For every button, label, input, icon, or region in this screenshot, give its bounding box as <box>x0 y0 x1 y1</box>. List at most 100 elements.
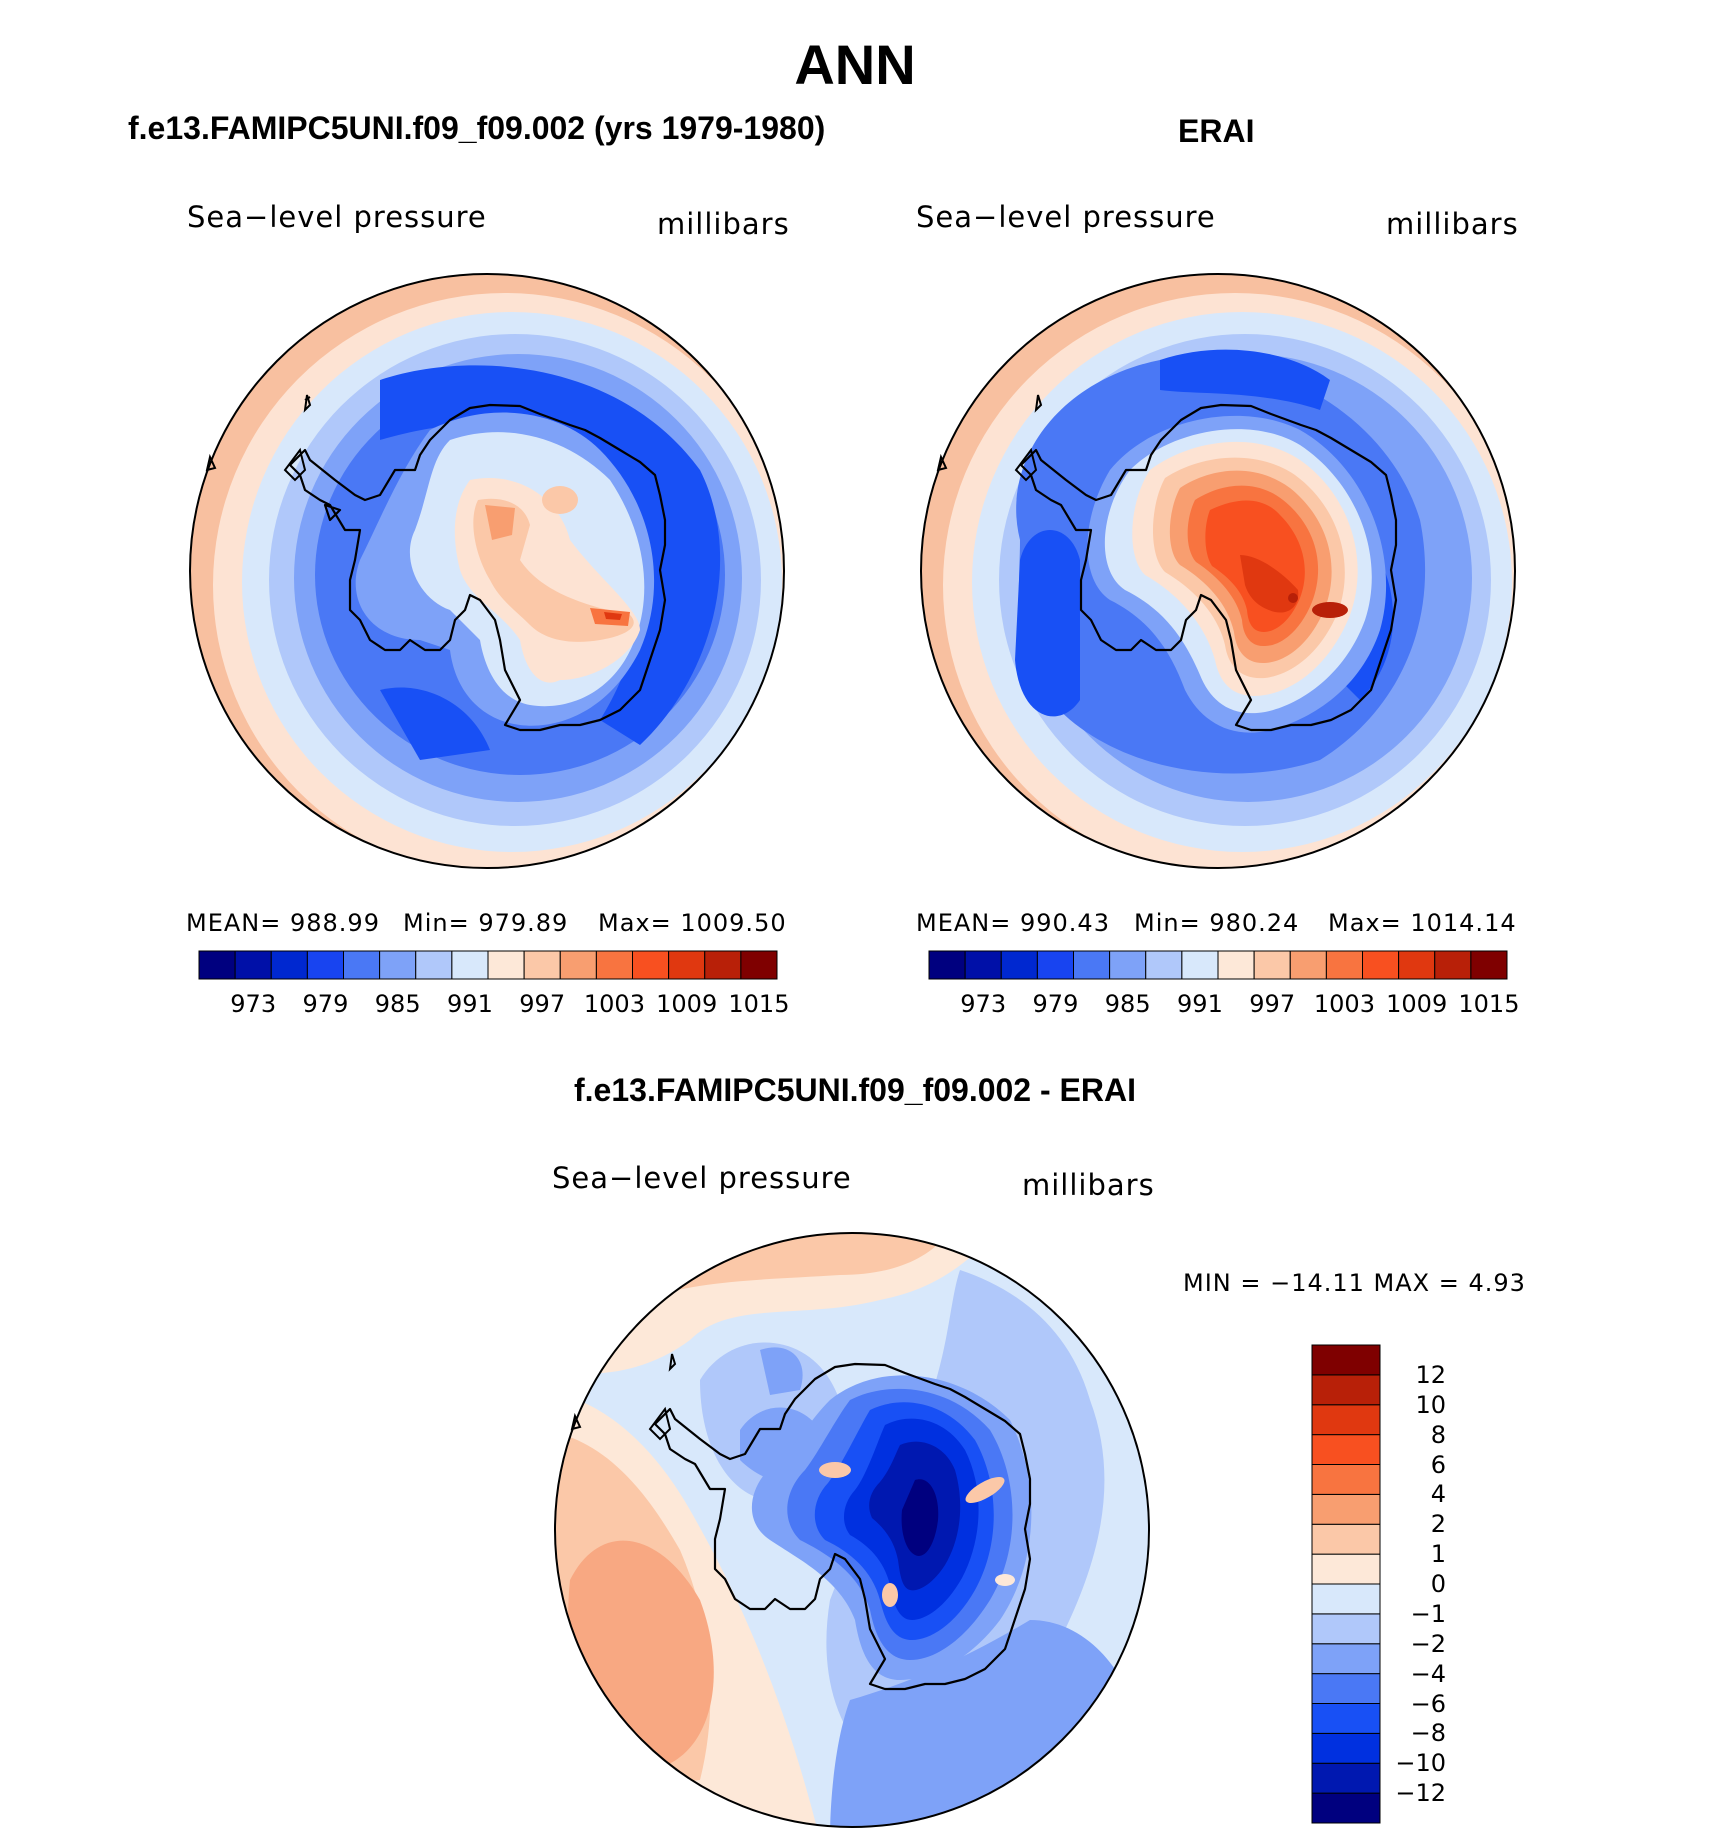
figure-title: ANN <box>794 33 916 96</box>
diff-colorbar-tick-label: −6 <box>1410 1689 1446 1718</box>
model-colorbar-tick-label: 991 <box>447 990 493 1018</box>
diff-colorbar-swatch <box>1311 1464 1381 1495</box>
diff-colorbar-tick-label: 10 <box>1415 1390 1446 1419</box>
diff-colorbar-swatch <box>1311 1792 1381 1824</box>
model-colorbar-swatch <box>595 950 633 980</box>
diff-colorbar-swatch <box>1311 1374 1381 1406</box>
obs-colorbar-swatch <box>1109 950 1147 980</box>
model-colorbar-tick-label: 997 <box>519 990 566 1018</box>
model-colorbar-tick-label: 985 <box>374 990 421 1018</box>
diff-colorbar-tick-label: 12 <box>1415 1360 1446 1389</box>
diff-colorbar-tick-label: −1 <box>1410 1599 1446 1628</box>
diff-colorbar-swatch <box>1311 1643 1381 1675</box>
model-slp-contours <box>190 274 784 868</box>
diff-colorbar-swatch <box>1311 1553 1381 1585</box>
diff-variable-label: Sea−level pressure <box>552 1161 852 1195</box>
diff-colorbar-swatch <box>1311 1344 1381 1376</box>
model-panel-title: f.e13.FAMIPC5UNI.f09_f09.002 (yrs 1979-1… <box>128 110 826 146</box>
model-colorbar-tick-label: 979 <box>302 990 349 1018</box>
obs-colorbar-tick-label: 991 <box>1177 990 1223 1018</box>
diff-colorbar-tick-label: 6 <box>1430 1450 1446 1479</box>
obs-colorbar-tick-label: 1015 <box>1458 990 1520 1018</box>
obs-colorbar-swatch <box>1253 950 1291 980</box>
obs-colorbar-tick-label: 1003 <box>1313 990 1375 1018</box>
model-colorbar-tick-label: 1009 <box>656 990 718 1018</box>
diff-colorbar-swatch <box>1311 1673 1381 1704</box>
obs-colorbar-ticks: 973 979 985 991 997 1003 1009 1015 <box>929 990 1519 1020</box>
obs-colorbar-swatch <box>964 950 1002 980</box>
model-min-stat: Min= 979.89 <box>403 909 569 937</box>
model-colorbar <box>198 950 778 980</box>
model-colorbar-swatch <box>234 950 272 980</box>
model-max-stat: Max= 1009.50 <box>598 909 787 937</box>
obs-colorbar-swatch <box>1217 950 1255 980</box>
model-mean-stat: MEAN= 988.99 <box>186 909 380 937</box>
obs-mean-stat: MEAN= 990.43 <box>916 909 1110 937</box>
diff-panel-title: f.e13.FAMIPC5UNI.f09_f09.002 - ERAI <box>574 1072 1136 1108</box>
obs-colorbar-tick-label: 979 <box>1032 990 1079 1018</box>
diff-colorbar-ticks: −12 −10 −8 −6 −4 −2 −1 0 1 2 4 6 8 10 12 <box>1390 1345 1490 1823</box>
obs-colorbar-swatch <box>1470 950 1508 980</box>
model-colorbar-swatch <box>415 950 453 980</box>
model-colorbar-swatch <box>379 950 417 980</box>
model-colorbar-swatch <box>270 950 308 980</box>
diff-colorbar-swatch <box>1311 1434 1381 1465</box>
obs-max-stat: Max= 1014.14 <box>1328 909 1517 937</box>
obs-colorbar-swatch <box>1325 950 1363 980</box>
diff-antarctica-coastline <box>653 1362 1032 1691</box>
diff-colorbar-tick-label: 1 <box>1430 1540 1446 1569</box>
model-colorbar-tick-label: 973 <box>230 990 277 1018</box>
diff-map-boundary <box>554 1232 1150 1828</box>
model-colorbar-swatch <box>451 950 489 980</box>
model-variable-label: Sea−level pressure <box>187 200 487 234</box>
diff-colorbar-swatch <box>1311 1703 1381 1734</box>
model-colorbar-swatch <box>740 950 778 980</box>
diff-colorbar-tick-label: −10 <box>1395 1749 1446 1778</box>
obs-colorbar-swatch <box>1362 950 1400 980</box>
model-colorbar-swatch <box>198 950 236 980</box>
diff-colorbar-tick-label: 4 <box>1430 1480 1446 1509</box>
diff-minmax-stat: MIN = −14.11 MAX = 4.93 <box>1183 1269 1526 1297</box>
obs-colorbar-swatch <box>1434 950 1472 980</box>
diff-colorbar <box>1311 1344 1381 1824</box>
diff-colorbar-tick-label: 2 <box>1430 1510 1446 1539</box>
diff-colorbar-swatch <box>1311 1762 1381 1794</box>
obs-variable-label: Sea−level pressure <box>916 200 1216 234</box>
obs-colorbar-swatch <box>1145 950 1183 980</box>
diff-colorbar-tick-label: −2 <box>1410 1629 1446 1658</box>
diff-units-label: millibars <box>1022 1168 1155 1202</box>
model-map-boundary <box>189 273 785 869</box>
diff-slp-contours <box>555 1233 1149 1827</box>
diff-colorbar-swatch <box>1311 1493 1381 1525</box>
diff-colorbar-tick-label: −4 <box>1410 1659 1446 1688</box>
diff-colorbar-swatch <box>1311 1613 1381 1645</box>
model-colorbar-ticks: 973 979 985 991 997 1003 1009 1015 <box>199 990 789 1020</box>
obs-colorbar-swatch <box>1036 950 1074 980</box>
model-colorbar-swatch <box>523 950 561 980</box>
obs-min-stat: Min= 980.24 <box>1134 909 1300 937</box>
obs-map-boundary <box>920 273 1516 869</box>
obs-antarctica-coastline <box>1019 403 1398 732</box>
model-colorbar-tick-label: 1003 <box>583 990 645 1018</box>
obs-colorbar-swatch <box>1289 950 1327 980</box>
diff-colorbar-swatch <box>1311 1732 1381 1764</box>
obs-colorbar <box>928 950 1508 980</box>
diff-colorbar-swatch <box>1311 1523 1381 1555</box>
diff-colorbar-tick-label: 0 <box>1430 1570 1446 1598</box>
diff-colorbar-tick-label: −12 <box>1395 1779 1446 1808</box>
obs-colorbar-tick-label: 985 <box>1104 990 1151 1018</box>
diff-colorbar-tick-label: −8 <box>1410 1719 1446 1748</box>
model-colorbar-tick-label: 1015 <box>728 990 790 1018</box>
model-antarctica-coastline <box>288 403 667 732</box>
diff-colorbar-tick-label: 8 <box>1430 1420 1446 1449</box>
model-units-label: millibars <box>657 207 790 241</box>
obs-colorbar-tick-label: 997 <box>1249 990 1296 1018</box>
diff-colorbar-swatch <box>1311 1583 1381 1615</box>
obs-units-label: millibars <box>1386 207 1519 241</box>
obs-panel-title: ERAI <box>1178 113 1255 149</box>
obs-colorbar-swatch <box>1398 950 1436 980</box>
obs-slp-contours <box>921 274 1515 868</box>
